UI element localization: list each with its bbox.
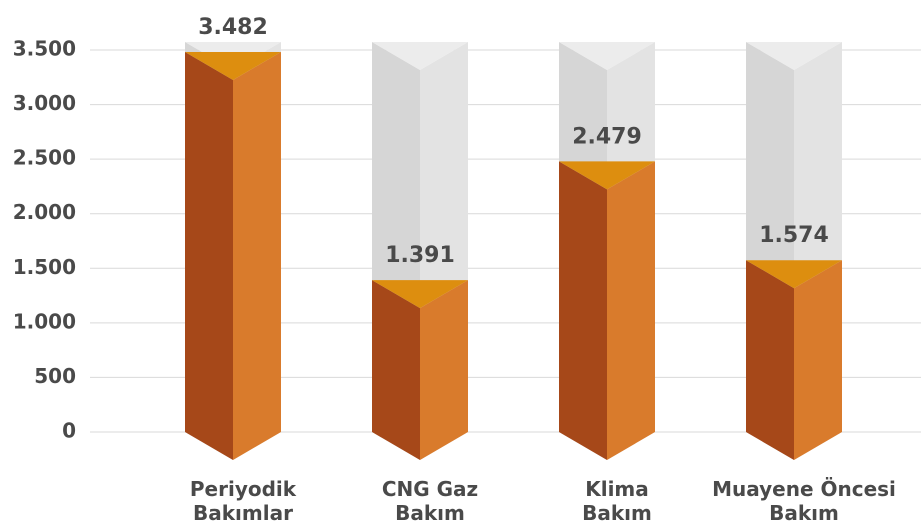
value-label: 2.479 (572, 124, 642, 149)
bar-track-top (372, 42, 468, 70)
bar-right (233, 51, 281, 461)
bar-top (559, 161, 655, 190)
bar-left (185, 51, 233, 461)
x-tick-label: Klima Bakım (582, 477, 652, 525)
bar-top (372, 280, 468, 309)
bar-left (372, 280, 420, 460)
y-tick-label: 500 (34, 364, 76, 388)
bar-top (746, 260, 842, 289)
y-tick-label: 1.500 (13, 255, 76, 279)
y-tick-label: 3.500 (13, 37, 76, 61)
bar-left (746, 260, 794, 460)
value-label: 1.574 (759, 223, 829, 248)
x-tick-label: Muayene Öncesi Bakım (712, 477, 896, 525)
y-tick-label: 1.000 (13, 309, 76, 333)
y-tick-label: 3.000 (13, 91, 76, 115)
x-tick-label: CNG Gaz Bakım (382, 477, 478, 525)
bar-top (185, 51, 281, 80)
y-tick-label: 2.500 (13, 146, 76, 170)
value-label: 3.482 (198, 15, 268, 40)
y-tick-label: 0 (62, 419, 76, 443)
bar-right (794, 260, 842, 460)
value-label: 1.391 (385, 243, 455, 268)
y-tick-label: 2.000 (13, 200, 76, 224)
bar-track-top (559, 42, 655, 70)
bar-right (607, 161, 655, 460)
bar-left (559, 161, 607, 460)
bar-track-top (746, 42, 842, 70)
bar-right (420, 280, 468, 460)
x-tick-label: Periyodik Bakımlar (190, 477, 297, 525)
